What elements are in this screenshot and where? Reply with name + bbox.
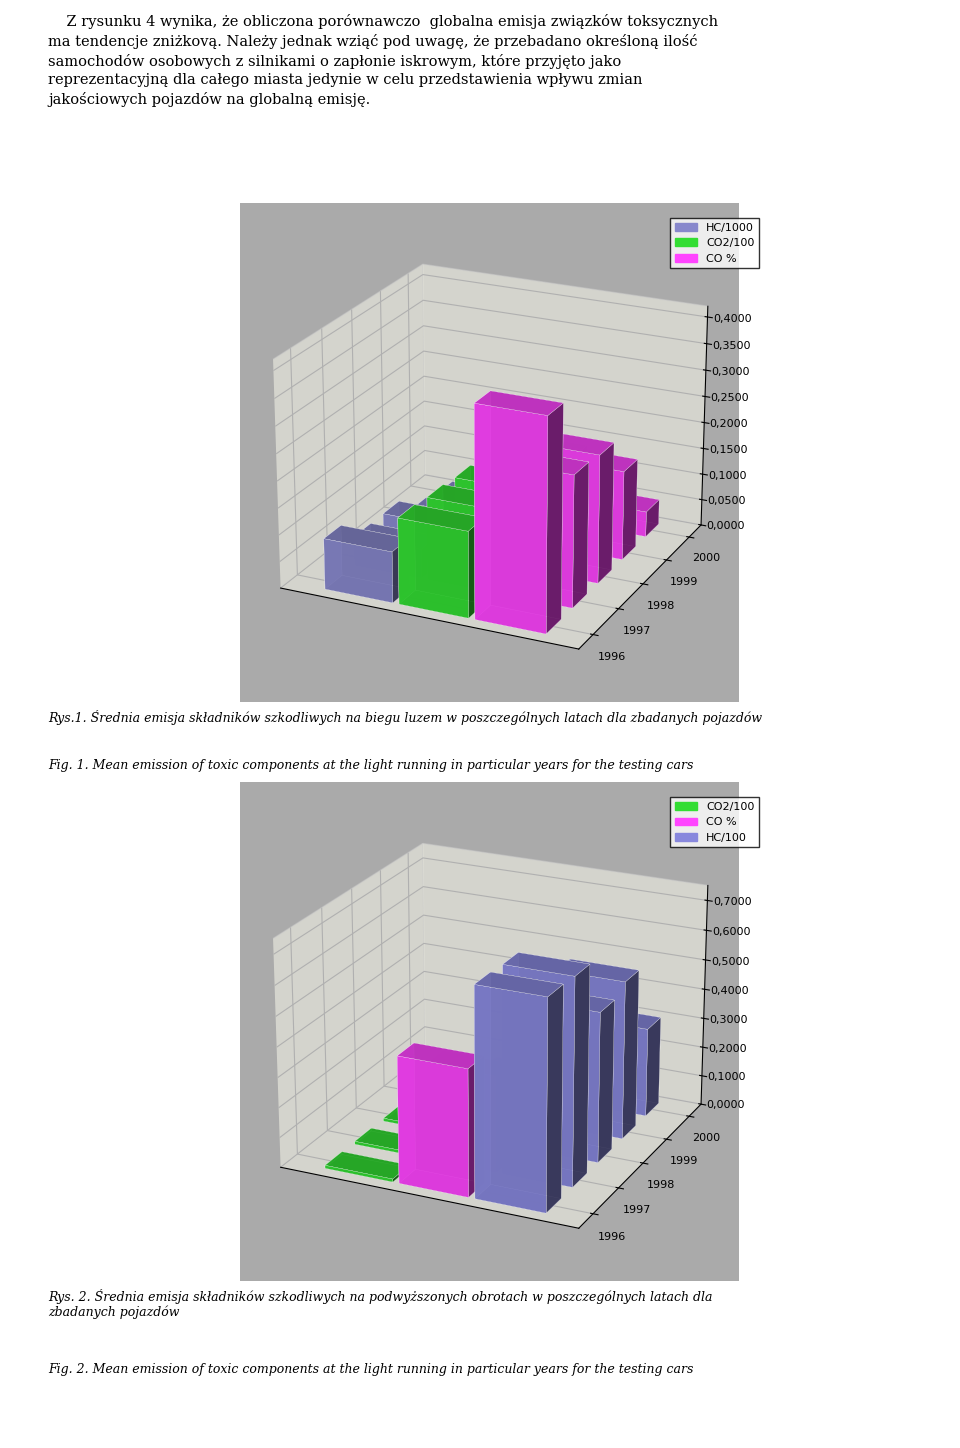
Text: Z rysunku 4 wynika, że obliczona porównawczo  globalna emisja związków toksyczny: Z rysunku 4 wynika, że obliczona porówna… [48,14,718,107]
Legend: HC/1000, CO2/100, CO %: HC/1000, CO2/100, CO % [670,219,758,268]
Text: Rys.1. Średnia emisja składników szkodliwych na biegu luzem w poszczególnych lat: Rys.1. Średnia emisja składników szkodli… [48,710,762,724]
Text: Fig. 2. Mean emission of toxic components at the light running in particular yea: Fig. 2. Mean emission of toxic component… [48,1363,693,1376]
Text: Fig. 1. Mean emission of toxic components at the light running in particular yea: Fig. 1. Mean emission of toxic component… [48,759,693,772]
Text: Rys. 2. Średnia emisja składników szkodliwych na podwyższonych obrotach w poszcz: Rys. 2. Średnia emisja składników szkodl… [48,1289,712,1319]
Legend: CO2/100, CO %, HC/100: CO2/100, CO %, HC/100 [670,798,758,847]
